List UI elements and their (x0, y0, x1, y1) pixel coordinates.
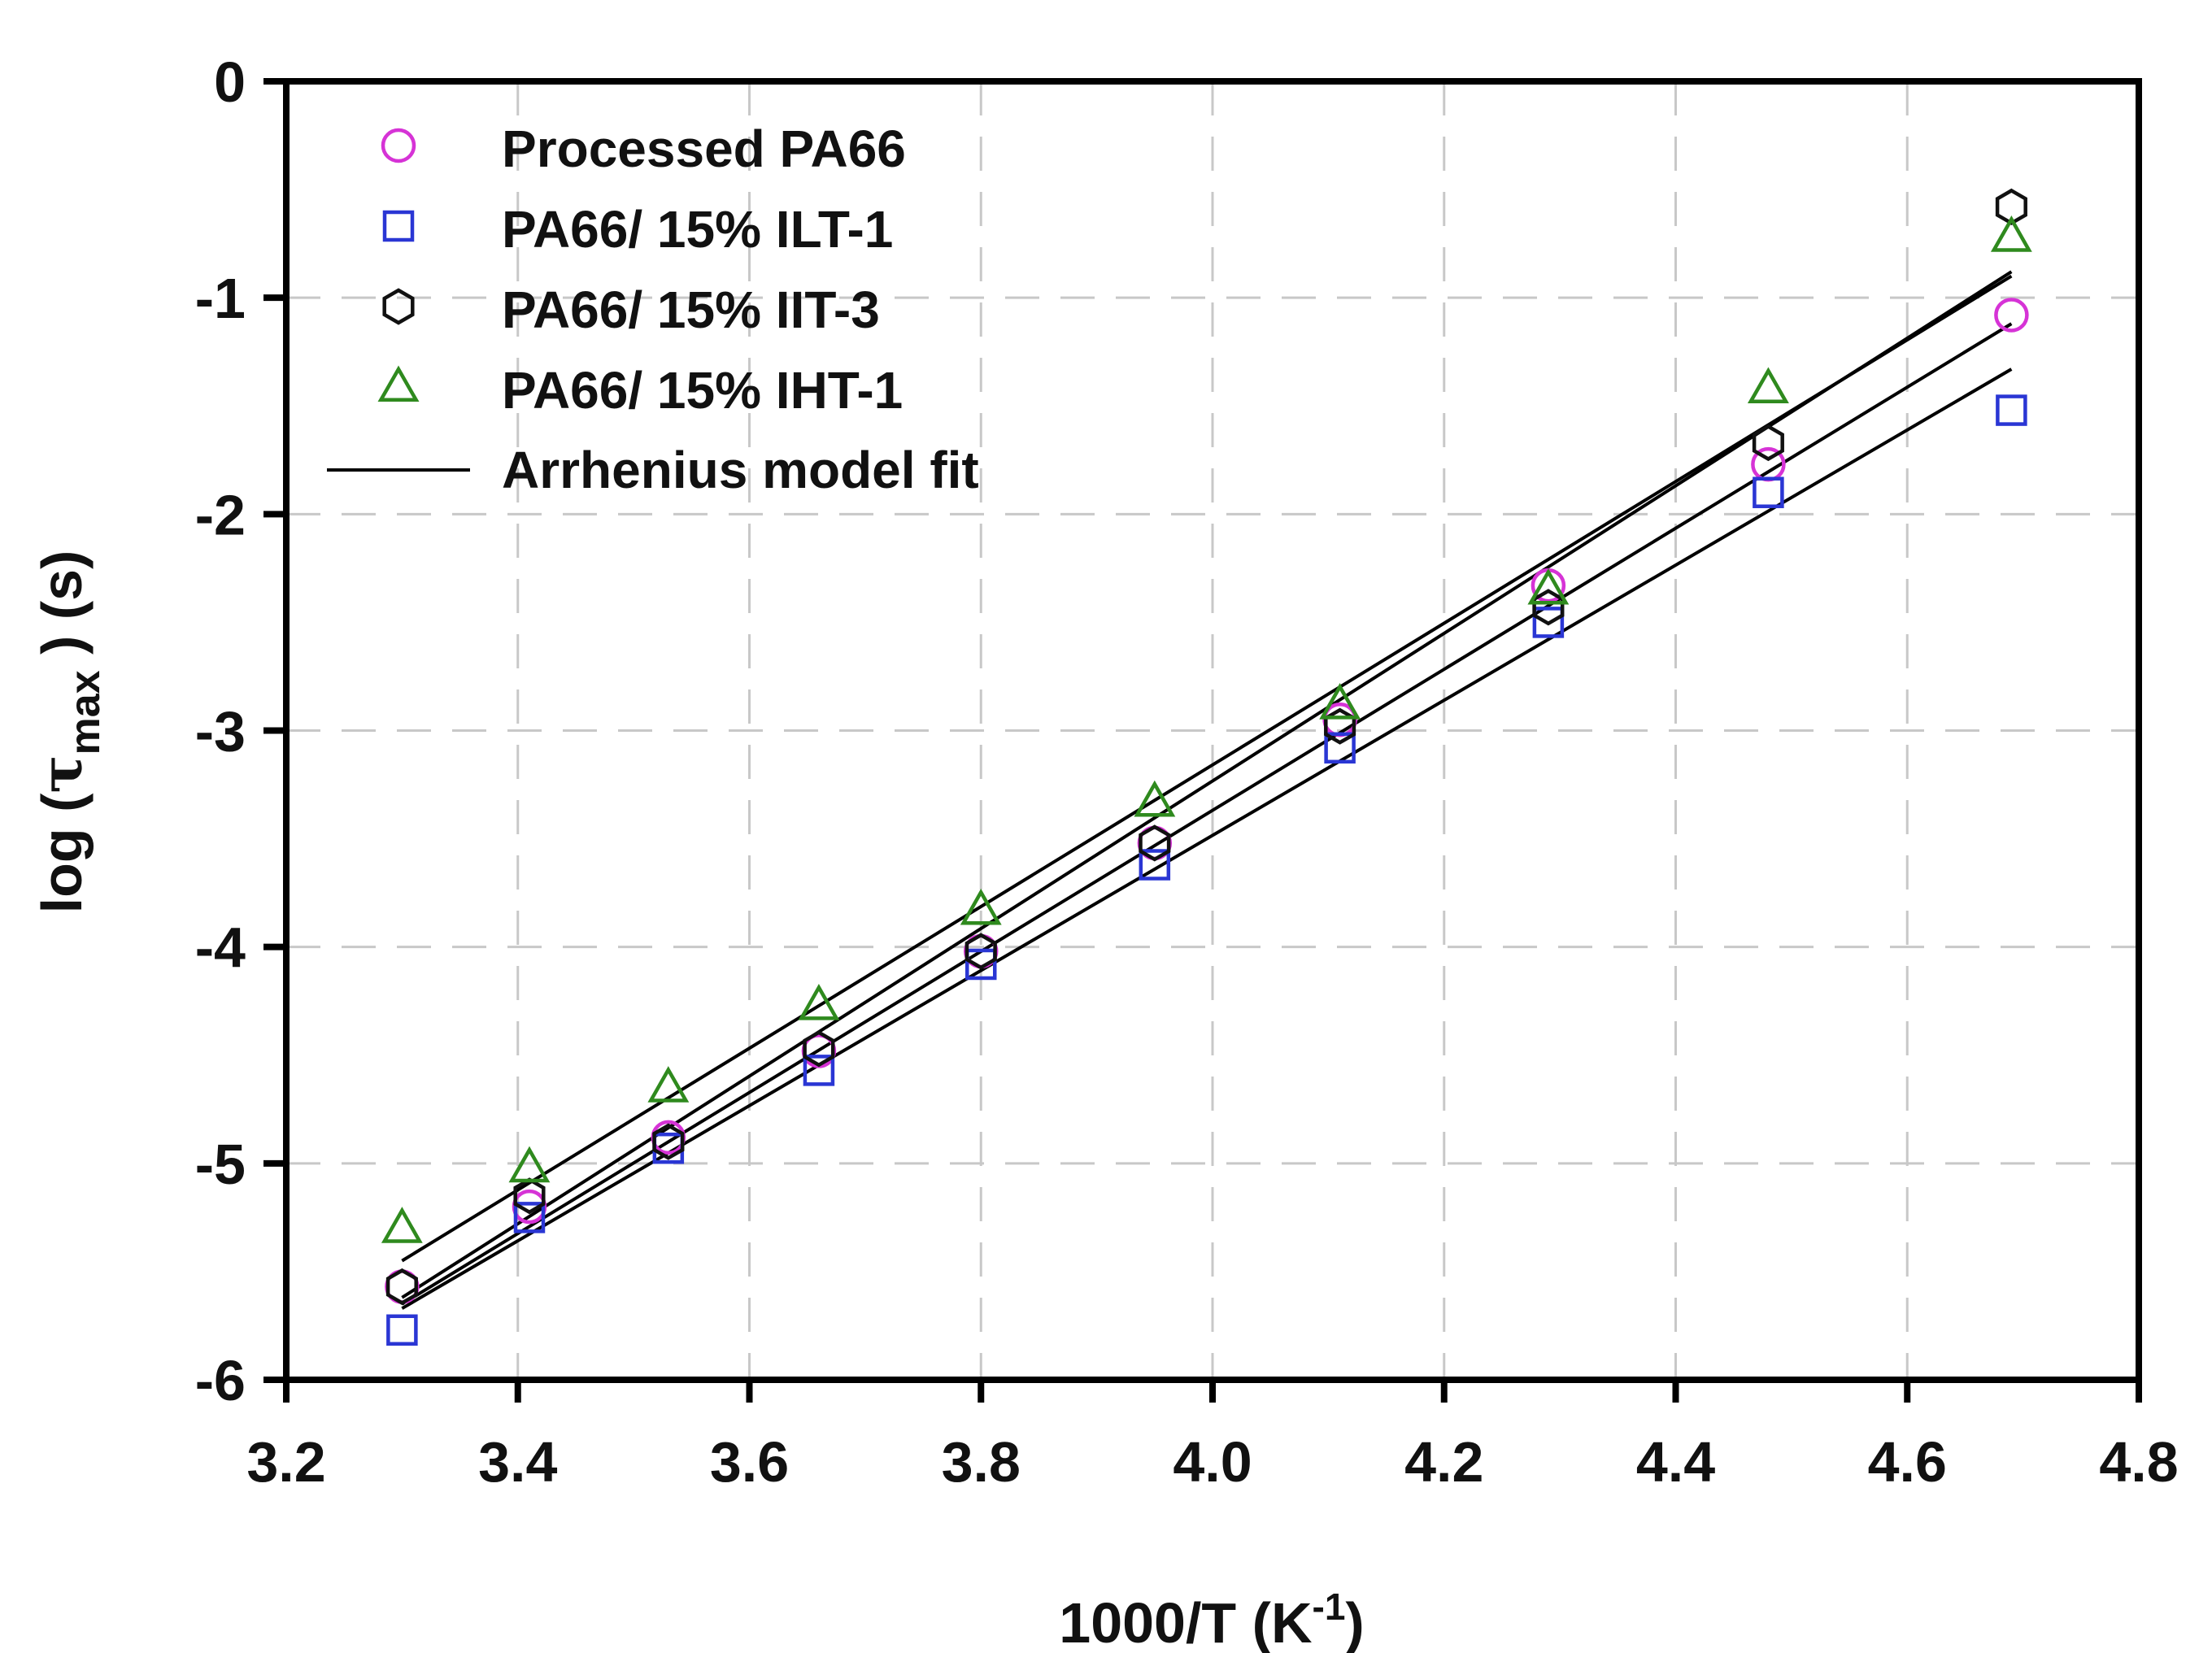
y-tick-label: -5 (195, 1133, 246, 1196)
data-markers (381, 188, 2032, 1346)
x-axis-title-sup: -1 (1313, 1586, 1346, 1628)
x-tick-label: 3.2 (246, 1430, 325, 1494)
y-tick-label: -1 (195, 267, 246, 330)
y-axis-title-pre: log ( (30, 793, 94, 913)
data-point (508, 1146, 551, 1183)
legend-marker-hexagon-icon (382, 288, 415, 325)
legend-marker-circle-icon (381, 128, 416, 163)
legend-marker-triangle-icon (377, 365, 420, 402)
data-point (1527, 568, 1570, 605)
data-point (513, 1202, 546, 1233)
legend-label: PA66/ 15% IHT-1 (502, 361, 903, 420)
x-axis-title: 1000/T (K-1) (1059, 1586, 1364, 1653)
y-tick-label: 0 (214, 50, 246, 114)
data-point (1753, 476, 1784, 508)
legend-label: Processed PA66 (502, 120, 906, 178)
axis-ticks (263, 78, 2142, 1403)
series-3-markers (385, 188, 2027, 1306)
x-tick-label: 3.8 (942, 1430, 1021, 1494)
legend-fit-label: Arrhenius model fit (502, 441, 979, 499)
data-point (803, 1055, 835, 1086)
data-point (1139, 824, 1171, 862)
fit-line-4 (401, 274, 2013, 1263)
data-point (803, 1030, 835, 1068)
y-axis-title-tau: τ (28, 755, 95, 794)
grid-lines (286, 81, 2139, 1380)
x-tick-label: 4.8 (2099, 1430, 2178, 1494)
legend-label: PA66/ 15% ILT-1 (502, 200, 893, 259)
data-point (1995, 188, 2027, 225)
legend-marker-square-icon (382, 210, 415, 242)
data-point (1996, 394, 2027, 426)
fit-line-2 (401, 368, 2013, 1310)
data-point (385, 1268, 418, 1306)
x-tick-label: 4.4 (1636, 1430, 1715, 1494)
y-tick-label: -4 (195, 916, 246, 980)
data-point (965, 948, 997, 981)
data-point (652, 1123, 685, 1160)
y-axis-title-sub: max (62, 670, 109, 755)
data-point (1994, 298, 2029, 333)
series-2-markers (386, 394, 2027, 1346)
y-tick-label: -2 (195, 483, 246, 546)
data-point (798, 983, 840, 1020)
data-point (1319, 683, 1361, 720)
x-axis-title-main: 1000/T (K (1059, 1591, 1312, 1653)
data-point (1752, 424, 1784, 462)
legend-label: PA66/ 15% IIT-3 (502, 281, 880, 339)
y-tick-label: -6 (195, 1349, 246, 1412)
data-point (1747, 367, 1789, 404)
data-point (513, 1177, 546, 1215)
x-tick-label: 4.6 (1868, 1430, 1947, 1494)
legend: Processed PA66 PA66/ 15% ILT-1 PA66/ 15% I… (327, 120, 979, 499)
data-point (386, 1314, 418, 1346)
fit-line-1 (401, 322, 2013, 1306)
x-tick-label: 4.0 (1173, 1430, 1252, 1494)
data-point (960, 888, 1002, 925)
x-tick-label: 4.2 (1404, 1430, 1483, 1494)
data-point (1532, 607, 1565, 638)
y-axis-title-post: ) (s) (30, 550, 94, 671)
y-tick-label: -3 (195, 700, 246, 763)
data-point (1324, 732, 1356, 764)
data-point (1134, 780, 1176, 817)
data-point (964, 933, 997, 970)
data-point (647, 1066, 690, 1103)
data-point (1990, 215, 2032, 252)
x-tick-label: 3.4 (478, 1430, 557, 1494)
x-tick-label: 3.6 (710, 1430, 789, 1494)
x-axis-title-end: ) (1345, 1591, 1364, 1653)
data-point (381, 1207, 423, 1243)
y-axis-title: log (τmax ) (s) (28, 550, 109, 914)
series-4-markers (381, 215, 2032, 1243)
data-point (1139, 849, 1171, 881)
tick-labels: 3.2 3.4 3.6 3.8 4.0 4.2 4.4 4.6 4.8 0 -1 -2 -3 -4 -5 -6 (195, 50, 2179, 1494)
